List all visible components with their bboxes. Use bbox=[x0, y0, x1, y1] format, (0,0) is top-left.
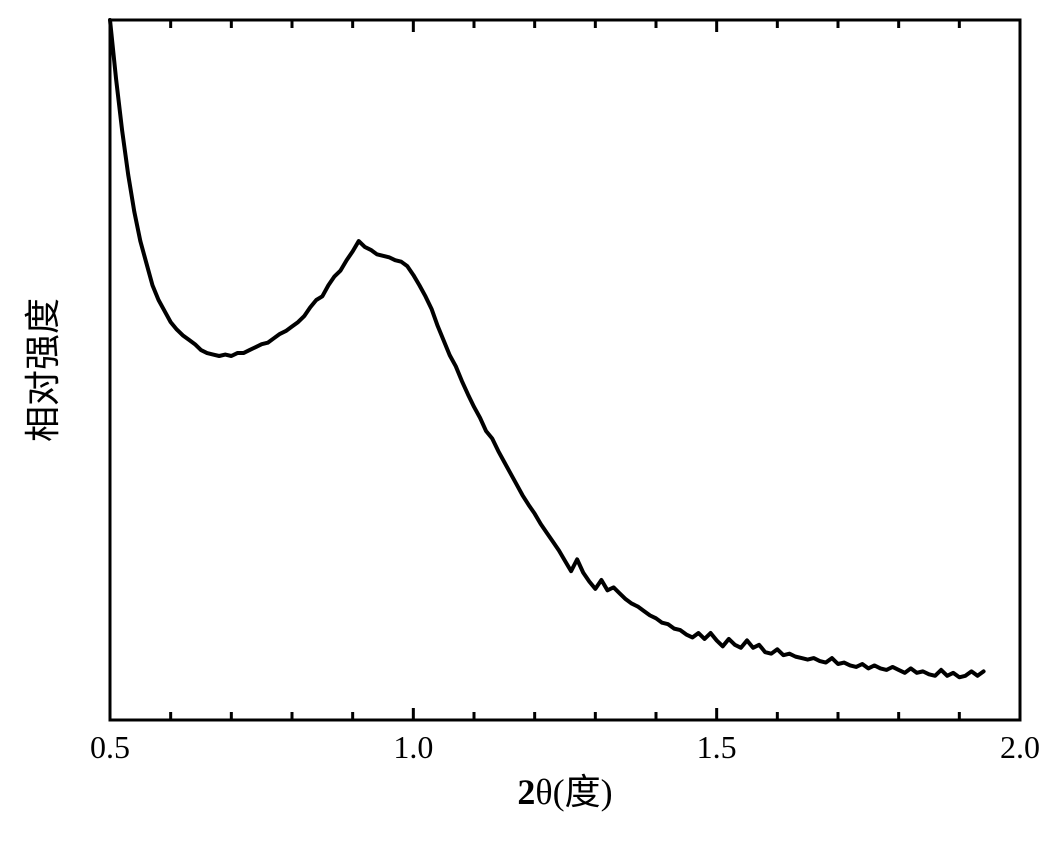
x-tick-label: 0.5 bbox=[90, 729, 130, 765]
x-tick-label: 1.0 bbox=[393, 729, 433, 765]
chart-svg: 0.5 1.0 1.5 2.0 2θ(度) 相对强度 bbox=[0, 0, 1057, 850]
y-axis-label: 相对强度 bbox=[23, 298, 63, 442]
xrd-chart: 0.5 1.0 1.5 2.0 2θ(度) 相对强度 bbox=[0, 0, 1057, 850]
x-tick-label: 1.5 bbox=[697, 729, 737, 765]
x-axis-label: 2θ(度) bbox=[517, 772, 612, 812]
x-tick-label: 2.0 bbox=[1000, 729, 1040, 765]
